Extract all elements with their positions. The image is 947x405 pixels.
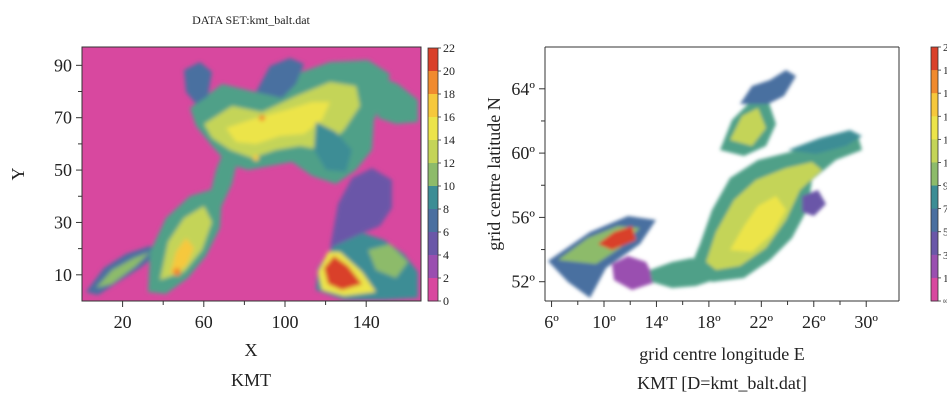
- left-x-tick-label: 100: [271, 312, 298, 332]
- right-colorbar-label: 1: [943, 273, 947, 285]
- left-colorbar-label: 14: [443, 133, 455, 147]
- right-colorbar-swatch: [931, 70, 938, 94]
- right-colorbar-swatch: [931, 185, 938, 210]
- right-colorbar-swatch: [931, 208, 938, 233]
- right-colorbar-label: 9: [943, 181, 947, 193]
- right-colorbar-label: 0000: [943, 300, 947, 305]
- left-x-tick-label: 20: [114, 312, 132, 332]
- right-x-tick-label: 26º: [802, 312, 826, 332]
- right-y-tick-label: 64º: [511, 79, 535, 99]
- right-x-tick-label: 30º: [854, 312, 878, 332]
- right-x-tick-label: 14º: [645, 312, 669, 332]
- left-colorbar-label: 10: [443, 179, 455, 193]
- left-colorbar-swatch: [428, 117, 438, 141]
- left-colorbar-swatch: [428, 209, 438, 233]
- right-colorbar-swatch: [931, 47, 938, 71]
- right-y-axis-label: grid centre latitude N: [484, 97, 504, 250]
- left-heatmap-field: [86, 58, 418, 300]
- left-east-gulf: [374, 74, 418, 124]
- left-colorbar-swatch: [428, 163, 438, 187]
- left-colorbar-swatch: [428, 140, 438, 164]
- right-x-tick-label: 10º: [592, 312, 616, 332]
- left-northwest-lake: [184, 62, 212, 104]
- right-colorbar-swatch: [931, 231, 938, 256]
- left-colorbar-swatch: [428, 94, 438, 118]
- left-colorbar-frame: [427, 47, 439, 302]
- left-colorbar-label: 2: [443, 271, 449, 285]
- right-colorbar-label: 15: [943, 111, 947, 123]
- left-y-tick-label: 10: [54, 265, 72, 285]
- right-colorbar-swatch: [931, 116, 938, 140]
- right-colorbar-label: 11: [943, 157, 947, 169]
- left-colorbar-swatch: [428, 278, 438, 302]
- right-x-tick-label: 6º: [544, 312, 559, 332]
- left-y-axis: 10 30 50 70 90: [54, 47, 83, 301]
- left-colorbar-label: 0: [443, 294, 449, 308]
- right-colorbar-swatch: [931, 93, 938, 117]
- right-x-axis: 6º 10º 14º 18º 22º 26º 30º: [544, 46, 899, 332]
- left-colorbar-swatch: [428, 186, 438, 210]
- left-x-tick-label: 60: [195, 312, 213, 332]
- left-colorbar-label: 16: [443, 110, 455, 124]
- left-colorbar-swatch: [428, 255, 438, 279]
- left-colorbar-label: 4: [443, 248, 449, 262]
- right-colorbar-label: 17: [943, 88, 947, 100]
- right-y-tick-label: 60º: [511, 143, 535, 163]
- right-heatmap-field: [548, 70, 862, 298]
- right-y-tick-label: 56º: [511, 207, 535, 227]
- left-colorbar-swatch: [428, 48, 438, 72]
- left-colorbar-label: 18: [443, 87, 455, 101]
- right-colorbar-label: 3: [943, 250, 947, 262]
- right-y-tick-label: 52º: [511, 272, 535, 292]
- right-colorbar-label: 5: [943, 227, 947, 239]
- left-colorbar-label: 20: [443, 64, 455, 78]
- right-x-tick-label: 18º: [697, 312, 721, 332]
- left-y-tick-label: 50: [54, 160, 72, 180]
- right-gulf-of-finland: [788, 130, 862, 154]
- right-x-tick-label: 22º: [750, 312, 774, 332]
- left-chart-title: KMT: [231, 370, 271, 390]
- right-colorbar-swatch: [931, 162, 938, 187]
- left-x-tick-label: 140: [353, 312, 380, 332]
- left-y-tick-label: 90: [54, 55, 72, 75]
- left-x-axis-label: X: [245, 340, 258, 360]
- left-colorbar-label: 12: [443, 156, 455, 170]
- left-x-axis: 20 60 100 140: [82, 300, 421, 332]
- right-colorbar-swatch: [931, 254, 938, 279]
- right-colorbar-label: 21: [943, 42, 947, 54]
- left-colorbar-swatch: [428, 71, 438, 95]
- right-colorbar-label: 7: [943, 204, 947, 216]
- left-north-arm: [256, 58, 304, 98]
- left-colorbar-label: 8: [443, 202, 449, 216]
- right-colorbar-label: 19: [943, 65, 947, 77]
- right-chart-title: KMT [D=kmt_balt.dat]: [637, 373, 807, 393]
- left-colorbar-swatch: [428, 232, 438, 256]
- left-y-axis-label: Y: [8, 168, 28, 181]
- right-colorbar-label: 13: [943, 134, 947, 146]
- right-colorbar-frame: [930, 46, 939, 302]
- left-y-tick-label: 70: [54, 108, 72, 128]
- right-colorbar: 21 19 17 15 13 11 9 7 5 3 1 0000: [930, 42, 947, 305]
- left-colorbar-label: 22: [443, 41, 455, 55]
- right-x-axis-label: grid centre longitude E: [639, 344, 804, 364]
- right-y-axis: 52º 56º 60º 64º: [511, 47, 900, 301]
- right-colorbar-swatch: [931, 139, 938, 163]
- left-header: DATA SET:kmt_balt.dat: [192, 13, 310, 27]
- left-y-tick-label: 30: [54, 212, 72, 232]
- left-colorbar-label: 6: [443, 225, 449, 239]
- right-colorbar-swatch: [931, 277, 938, 302]
- left-panel: DATA SET:kmt_balt.dat: [8, 13, 455, 390]
- right-panel: 6º 10º 14º 18º 22º 26º 30º 52º 56º 60º 64º grid c…: [484, 42, 947, 393]
